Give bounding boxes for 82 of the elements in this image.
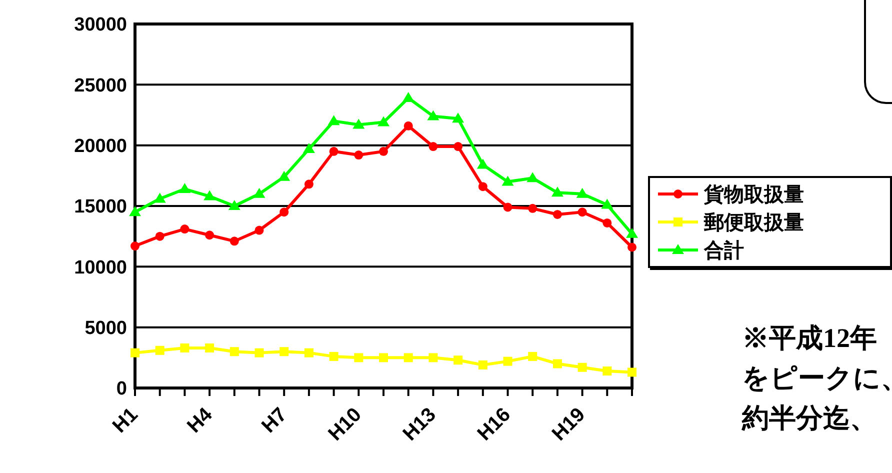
point xyxy=(503,202,512,212)
point xyxy=(528,204,538,213)
point xyxy=(601,198,614,209)
point xyxy=(178,183,191,194)
point xyxy=(329,146,338,156)
y-tick-label: 25000 xyxy=(74,75,127,96)
point xyxy=(204,190,216,200)
text: 約半分迄、 xyxy=(742,402,878,435)
x-tick-label: H19 xyxy=(548,404,590,446)
point xyxy=(503,356,512,366)
point xyxy=(304,348,314,358)
point xyxy=(180,343,190,352)
point xyxy=(576,188,588,198)
point xyxy=(280,208,289,217)
x-tick-label: H13 xyxy=(398,404,440,446)
point xyxy=(154,192,166,203)
legend-label: 貨物取扱量 xyxy=(704,180,804,208)
point xyxy=(428,353,438,362)
point xyxy=(402,92,414,102)
point xyxy=(352,118,365,129)
point xyxy=(404,121,413,130)
y-tick-label: 20000 xyxy=(74,136,127,158)
point xyxy=(254,226,264,235)
point xyxy=(379,353,388,362)
point xyxy=(155,232,164,241)
point xyxy=(478,182,488,192)
point xyxy=(254,348,264,358)
point xyxy=(129,206,141,216)
point xyxy=(528,352,538,361)
point xyxy=(205,230,214,240)
point xyxy=(552,359,562,368)
y-tick-label: 0 xyxy=(116,378,127,400)
point xyxy=(278,170,290,181)
legend-label: 合計 xyxy=(704,236,744,264)
point xyxy=(502,176,514,186)
point xyxy=(280,347,289,356)
point xyxy=(628,242,636,252)
x-tick-label: H10 xyxy=(324,404,366,446)
point xyxy=(230,236,239,246)
y-tick-label: 10000 xyxy=(74,257,127,278)
point xyxy=(552,210,562,219)
point xyxy=(404,353,413,362)
point xyxy=(328,115,340,126)
x-tick-label: H16 xyxy=(474,404,516,446)
point xyxy=(180,224,190,234)
text: ※平成12年 xyxy=(742,322,878,355)
point xyxy=(602,366,612,376)
point xyxy=(428,142,438,152)
point xyxy=(602,218,612,228)
point xyxy=(130,242,140,251)
point xyxy=(452,112,464,123)
point xyxy=(578,362,587,372)
point xyxy=(628,368,636,377)
point xyxy=(329,352,338,361)
y-tick-label: 5000 xyxy=(84,318,127,340)
point xyxy=(551,186,564,197)
y-tick-label: 30000 xyxy=(74,14,127,36)
point xyxy=(476,158,489,169)
y-tick-label: 15000 xyxy=(74,196,127,218)
point xyxy=(379,146,388,156)
text: をピークに、 xyxy=(742,362,892,395)
legend-label: 郵便取扱量 xyxy=(704,208,804,236)
point xyxy=(378,116,390,126)
point xyxy=(130,348,140,358)
point xyxy=(427,110,440,120)
x-tick-label: H4 xyxy=(183,403,218,438)
point xyxy=(205,343,214,352)
point xyxy=(302,142,315,153)
x-tick-label: H7 xyxy=(258,404,292,438)
point xyxy=(578,208,587,217)
point xyxy=(155,346,164,355)
point xyxy=(454,142,463,152)
point xyxy=(478,360,488,370)
x-tick-label: H1 xyxy=(108,404,142,438)
point xyxy=(454,356,463,365)
point xyxy=(304,180,314,189)
point xyxy=(354,150,364,160)
point xyxy=(253,188,266,198)
point xyxy=(626,228,638,238)
point xyxy=(228,200,240,210)
point xyxy=(230,347,239,356)
point xyxy=(354,353,364,362)
